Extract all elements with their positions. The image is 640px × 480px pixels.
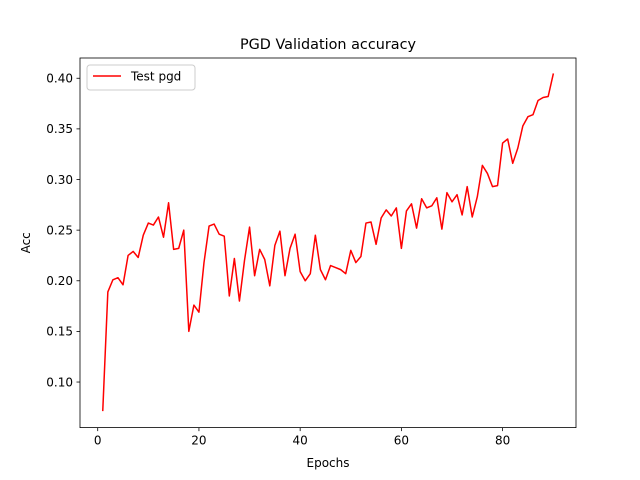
y-tick-label: 0.15 bbox=[46, 325, 73, 339]
x-tick-label: 0 bbox=[94, 434, 102, 448]
y-tick-label: 0.40 bbox=[46, 72, 73, 86]
y-tick-label: 0.25 bbox=[46, 223, 73, 237]
legend-label: Test pgd bbox=[130, 70, 181, 84]
series-layer bbox=[101, 73, 555, 412]
y-tick-label: 0.10 bbox=[46, 375, 73, 389]
y-tick-label: 0.30 bbox=[46, 173, 73, 187]
axes-layer: 0 20 40 60 80 0.10 0.15 0.20 0.25 0.30 0.35 0.40 bbox=[46, 72, 510, 448]
series-line-test-pgd bbox=[101, 73, 555, 412]
x-axis-title: Epochs bbox=[307, 456, 350, 470]
chart-title: PGD Validation accuracy bbox=[240, 37, 417, 53]
x-tick-label: 60 bbox=[394, 434, 409, 448]
x-tick-label: 40 bbox=[293, 434, 308, 448]
x-tick-label: 80 bbox=[495, 434, 510, 448]
y-tick-label: 0.20 bbox=[46, 274, 73, 288]
y-tick-label: 0.35 bbox=[46, 122, 73, 136]
x-tick-label: 20 bbox=[191, 434, 206, 448]
plot-area-frame bbox=[79, 57, 577, 429]
y-axis-title: Acc bbox=[19, 232, 33, 253]
legend: Test pgd bbox=[86, 64, 196, 91]
legend-box bbox=[86, 64, 196, 91]
